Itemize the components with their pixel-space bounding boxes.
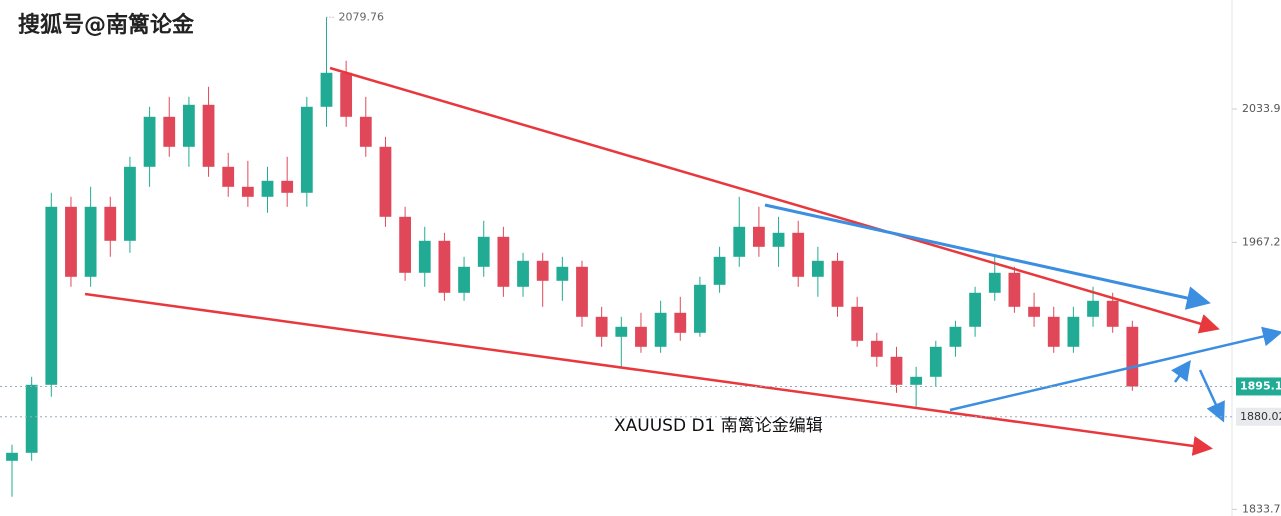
candle-body [399, 216, 411, 273]
candle-body [1047, 316, 1060, 347]
y-tick-label: 1833.73 [1242, 502, 1281, 515]
candle-body [674, 312, 687, 333]
y-tick-label: 2033.90 [1242, 102, 1281, 115]
candle-body [300, 106, 313, 193]
annotation: XAUUSD D1 南篱论金编辑 [614, 416, 823, 436]
candle-body [281, 180, 294, 193]
candle-body [359, 116, 372, 147]
candle-body [320, 72, 333, 107]
candle-body [104, 206, 117, 241]
watermark: 搜狐号@南篱论金 [18, 12, 195, 38]
candle-body [851, 306, 864, 341]
trend-line [329, 66, 1220, 334]
candle-body [694, 284, 706, 333]
candle-body [870, 340, 883, 357]
candle-body [1008, 272, 1021, 307]
candle-body [65, 206, 77, 277]
candle-body [183, 104, 195, 147]
candle-body [536, 260, 549, 281]
candle-body [615, 326, 628, 337]
candle-body [772, 232, 785, 247]
arrow [1171, 359, 1191, 383]
candle-body [811, 260, 824, 277]
price-label: 1895.17 [1240, 379, 1281, 392]
candle-body [890, 356, 903, 385]
candle-body [654, 312, 667, 347]
candle-body [753, 226, 765, 247]
candle-body [261, 180, 274, 197]
candle-body [595, 316, 608, 337]
candle-body [713, 256, 726, 285]
price-label-box [1236, 407, 1281, 426]
candle-body [949, 326, 962, 347]
y-tick-label: 1967.22 [1242, 235, 1281, 248]
candle-body [143, 116, 156, 167]
trend-line [764, 203, 1211, 310]
candle-body [222, 166, 235, 187]
candle-body [929, 346, 942, 377]
candle-body [988, 272, 1001, 293]
candle-body [124, 166, 136, 241]
candle-body [241, 186, 254, 197]
candle-body [517, 260, 529, 287]
high-label: 2079.76 [338, 10, 384, 23]
price-label: 1880.02 [1240, 410, 1281, 423]
candle-body [6, 452, 18, 461]
candle-body [438, 240, 451, 293]
candle-body [45, 206, 58, 385]
candle-body [163, 116, 176, 147]
candle-body [418, 240, 431, 273]
candle-body [1067, 316, 1080, 347]
arrow [1198, 369, 1225, 423]
candle-body [84, 206, 97, 277]
candle-body [792, 232, 805, 277]
candle-body [831, 260, 844, 307]
price-label-box [1236, 377, 1281, 396]
candle-body [497, 236, 510, 287]
candle-body [556, 266, 569, 281]
trend-line [949, 326, 1281, 412]
candle-body [379, 146, 392, 217]
candle-body [1087, 300, 1099, 317]
trend-line [84, 292, 1213, 456]
candle-body [635, 326, 647, 347]
candle-body [733, 226, 746, 257]
candle-body [477, 236, 490, 267]
candle-body [1028, 306, 1040, 317]
candle-body [576, 266, 588, 317]
candle-body [202, 104, 215, 167]
candle-body [25, 384, 38, 453]
candle-body [1126, 326, 1139, 387]
candle-body [340, 72, 353, 117]
candle-body [910, 376, 923, 385]
candle-body [458, 266, 470, 293]
candle-body [969, 292, 981, 327]
candle-body [1106, 300, 1119, 327]
plot-area [6, 17, 1139, 497]
